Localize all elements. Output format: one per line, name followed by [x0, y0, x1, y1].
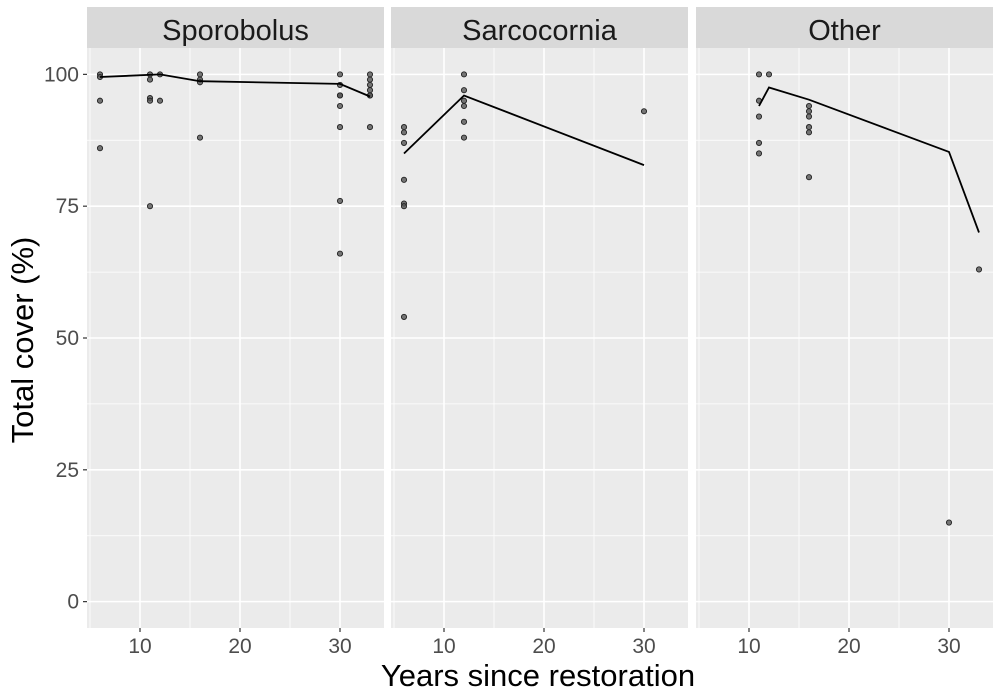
data-point: [460, 87, 468, 94]
data-point: [460, 118, 468, 125]
data-point: [366, 124, 374, 131]
x-tick-label: 30: [632, 635, 655, 658]
data-point: [460, 134, 468, 141]
y-tick-label: 100: [44, 63, 79, 86]
x-tick-label: 30: [937, 635, 960, 658]
data-point: [460, 71, 468, 78]
data-point: [336, 124, 344, 131]
data-point: [975, 266, 983, 273]
facet-strip: [391, 7, 688, 48]
data-point: [945, 519, 953, 526]
facet-panel: Other 10 20 30: [696, 7, 993, 658]
data-point: [805, 108, 813, 115]
data-point: [765, 71, 773, 78]
facet-strip-label: Sarcocornia: [462, 15, 618, 47]
data-point: [156, 97, 164, 104]
data-point: [755, 113, 763, 120]
facet-strip: [696, 7, 993, 48]
y-tick-label: 75: [56, 195, 79, 218]
x-tick-label: 20: [837, 635, 860, 658]
data-point: [400, 203, 408, 210]
y-tick-label: 25: [56, 459, 79, 482]
data-point: [400, 313, 408, 320]
data-point: [805, 129, 813, 136]
data-point: [755, 139, 763, 146]
x-tick-label: 10: [737, 635, 760, 658]
data-point: [196, 134, 204, 141]
x-tick-label: 30: [328, 635, 351, 658]
data-point: [336, 102, 344, 110]
data-point: [755, 71, 763, 78]
facet-strip-label: Sporobolus: [162, 15, 309, 47]
data-point: [96, 97, 104, 104]
facet-strip-label: Other: [808, 15, 881, 47]
data-point: [805, 124, 813, 131]
facet-panel: Sporobolus 10 20 30: [87, 7, 384, 658]
data-point: [755, 150, 763, 157]
data-point: [366, 81, 374, 88]
data-point: [146, 76, 154, 83]
x-tick-label: 20: [228, 635, 251, 658]
data-point: [460, 97, 468, 104]
y-tick-label: 0: [67, 591, 79, 614]
data-point: [366, 71, 374, 78]
data-point: [400, 124, 408, 131]
y-tick-label: 50: [56, 327, 79, 350]
data-point: [640, 108, 648, 115]
panels-layer: Sporobolus 10 20 30 Sarcocornia 10 20 30 Other 10…: [44, 7, 993, 658]
data-point: [805, 113, 813, 120]
data-point: [460, 102, 468, 110]
x-axis-title: Years since restoration: [381, 658, 695, 693]
trend-line: [403, 94, 645, 166]
x-tick-label: 10: [432, 635, 455, 658]
x-tick-label: 10: [128, 635, 151, 658]
data-point: [196, 71, 204, 78]
y-axis-title: Total cover (%): [5, 237, 40, 444]
trend-line: [758, 86, 980, 233]
data-point: [400, 176, 408, 183]
data-point: [146, 97, 154, 104]
data-point: [805, 102, 813, 110]
data-point: [400, 139, 408, 146]
facet-strip: [87, 7, 384, 48]
data-point: [96, 145, 104, 152]
data-point: [366, 76, 374, 83]
data-point: [336, 92, 344, 99]
data-point: [336, 250, 344, 257]
data-point: [805, 174, 813, 181]
data-point: [336, 197, 344, 204]
trend-line: [99, 73, 371, 98]
data-point: [366, 87, 374, 94]
data-point: [336, 71, 344, 78]
data-point: [146, 203, 154, 210]
data-point: [400, 129, 408, 136]
facet-panel: Sarcocornia 10 20 30: [391, 7, 688, 658]
x-tick-label: 20: [532, 635, 555, 658]
